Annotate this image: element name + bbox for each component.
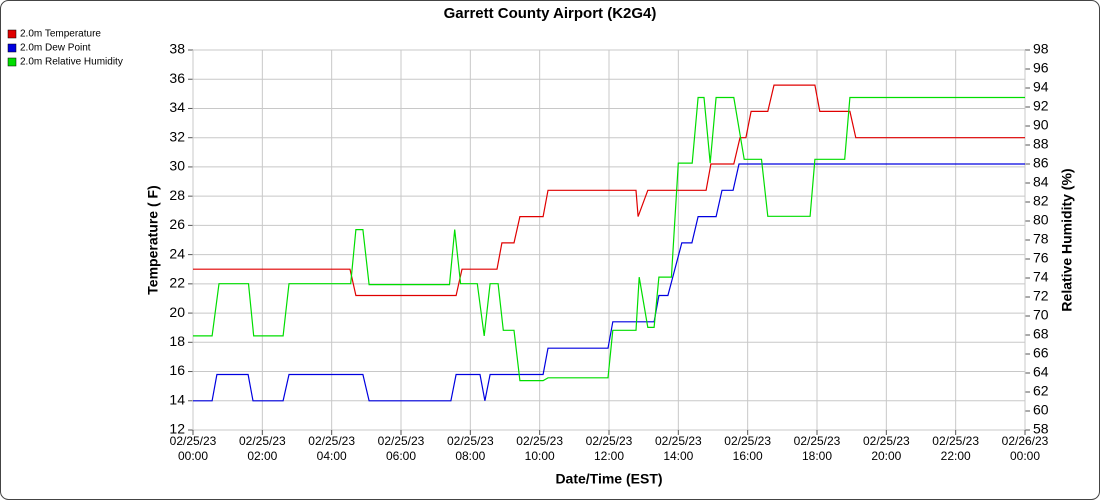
x-tick-label-line: 02/25/23: [378, 434, 425, 448]
x-tick-label-line: 02:00: [247, 449, 277, 463]
y-tick-label: 34: [169, 99, 185, 115]
x-tick-label: 02/25/23 00:00: [170, 434, 217, 463]
x-tick-label-line: 02/25/23: [586, 434, 633, 448]
x-tick-label-line: 14:00: [663, 449, 693, 463]
y2-tick-label: 98: [1033, 41, 1049, 57]
x-tick-label: 02/25/23 04:00: [308, 434, 355, 463]
x-tick-label: 02/25/23 02:00: [239, 434, 286, 463]
y-tick-label: 22: [169, 275, 185, 291]
y-tick-label: 28: [169, 187, 185, 203]
y2-tick-label: 94: [1033, 79, 1049, 95]
x-tick-label-line: 22:00: [941, 449, 971, 463]
y-tick-label: 12: [169, 421, 185, 437]
legend-swatch: [7, 29, 17, 39]
x-tick-label-line: 18:00: [802, 449, 832, 463]
y-axis-label: Temperature ( F): [145, 185, 161, 294]
data-line: [193, 163, 1025, 402]
legend-label: 2.0m Dew Point: [20, 43, 91, 54]
x-tick-label-line: 02/25/23: [308, 434, 355, 448]
y2-tick-label: 66: [1033, 345, 1049, 361]
x-tick-label-line: 02/25/23: [863, 434, 910, 448]
x-tick-label-line: 16:00: [733, 449, 763, 463]
y2-tick-label: 72: [1033, 288, 1049, 304]
y-tick-label: 36: [169, 70, 185, 86]
x-tick-label-line: 02/25/23: [170, 434, 217, 448]
y2-tick-label: 82: [1033, 193, 1049, 209]
y2-tick-label: 62: [1033, 383, 1049, 399]
y2-tick-label: 78: [1033, 231, 1049, 247]
x-tick-label: 02/26/23 00:00: [1002, 434, 1049, 463]
x-tick-label: 02/25/23 08:00: [447, 434, 494, 463]
chart-title: Garrett County Airport (K2G4): [444, 5, 657, 22]
y2-tick-label: 86: [1033, 155, 1049, 171]
legend-swatch: [7, 57, 17, 67]
x-tick-label-line: 06:00: [386, 449, 416, 463]
y2-tick-label: 58: [1033, 421, 1049, 437]
x-tick-label: 02/25/23 16:00: [724, 434, 771, 463]
y-tick-label: 38: [169, 41, 185, 57]
y-tick-label: 18: [169, 333, 185, 349]
y2-axis-label: Relative Humidity (%): [1059, 168, 1075, 311]
x-tick-label: 02/25/23 10:00: [516, 434, 563, 463]
x-tick-label-line: 12:00: [594, 449, 624, 463]
y-tick-label: 20: [169, 304, 185, 320]
y2-tick-label: 80: [1033, 212, 1049, 228]
y2-tick-label: 76: [1033, 250, 1049, 266]
y2-tick-label: 84: [1033, 174, 1049, 190]
y-tick-label: 26: [169, 216, 185, 232]
x-tick-label-line: 02/25/23: [932, 434, 979, 448]
legend-swatch: [7, 43, 17, 53]
x-tick-label: 02/25/23 14:00: [655, 434, 702, 463]
y2-tick-label: 92: [1033, 98, 1049, 114]
y-tick-label: 16: [169, 362, 185, 378]
legend-label: 2.0m Relative Humidity: [20, 57, 123, 68]
y-tick-label: 32: [169, 128, 185, 144]
y2-tick-label: 68: [1033, 326, 1049, 342]
x-tick-label-line: 20:00: [871, 449, 901, 463]
x-tick-label-line: 02/25/23: [239, 434, 286, 448]
data-line: [193, 84, 1025, 297]
y2-tick-label: 88: [1033, 136, 1049, 152]
y-tick-label: 30: [169, 158, 185, 174]
x-tick-label-line: 02/26/23: [1002, 434, 1049, 448]
x-tick-label-line: 00:00: [178, 449, 208, 463]
x-tick-label-line: 10:00: [525, 449, 555, 463]
x-tick-label-line: 04:00: [317, 449, 347, 463]
x-tick-label: 02/25/23 22:00: [932, 434, 979, 463]
x-tick-label-line: 02/25/23: [794, 434, 841, 448]
x-tick-label-line: 02/25/23: [655, 434, 702, 448]
y2-tick-label: 60: [1033, 402, 1049, 418]
data-line: [193, 96, 1025, 382]
legend-label: 2.0m Temperature: [20, 29, 101, 40]
y-tick-label: 14: [169, 391, 185, 407]
x-tick-label: 02/25/23 20:00: [863, 434, 910, 463]
y2-tick-label: 90: [1033, 117, 1049, 133]
x-tick-label: 02/25/23 06:00: [378, 434, 425, 463]
y2-tick-label: 64: [1033, 364, 1049, 380]
y-tick-label: 24: [169, 245, 185, 261]
x-tick-label-line: 00:00: [1010, 449, 1040, 463]
x-axis-label: Date/Time (EST): [555, 471, 662, 487]
x-tick-label-line: 02/25/23: [724, 434, 771, 448]
y2-tick-label: 96: [1033, 60, 1049, 76]
y2-tick-label: 74: [1033, 269, 1049, 285]
x-tick-label-line: 02/25/23: [516, 434, 563, 448]
x-tick-label: 02/25/23 18:00: [794, 434, 841, 463]
x-tick-label-line: 08:00: [455, 449, 485, 463]
x-tick-label: 02/25/23 12:00: [586, 434, 633, 463]
y2-tick-label: 70: [1033, 307, 1049, 323]
x-tick-label-line: 02/25/23: [447, 434, 494, 448]
